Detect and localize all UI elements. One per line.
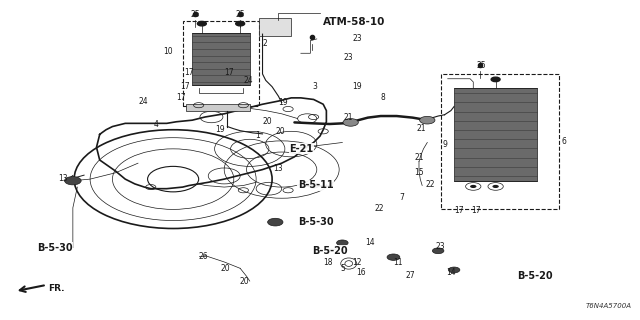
Text: 27: 27 xyxy=(406,271,415,280)
Text: 11: 11 xyxy=(393,258,403,267)
Text: 5: 5 xyxy=(340,264,345,274)
Text: 8: 8 xyxy=(380,93,385,102)
FancyBboxPatch shape xyxy=(259,18,291,36)
Circle shape xyxy=(236,21,244,26)
Text: 13: 13 xyxy=(274,164,284,173)
Text: B-5-30: B-5-30 xyxy=(37,243,73,252)
Circle shape xyxy=(65,177,81,185)
Text: 25: 25 xyxy=(236,10,245,19)
Text: 23: 23 xyxy=(344,53,353,62)
Text: E-21: E-21 xyxy=(289,144,314,154)
Text: T6N4A5700A: T6N4A5700A xyxy=(586,303,632,309)
FancyBboxPatch shape xyxy=(192,33,250,85)
Text: 21: 21 xyxy=(416,124,426,133)
Circle shape xyxy=(268,218,283,226)
Text: 6: 6 xyxy=(561,137,566,146)
FancyBboxPatch shape xyxy=(454,88,537,181)
Text: B-5-11: B-5-11 xyxy=(298,180,333,190)
Text: 14: 14 xyxy=(446,268,456,277)
Circle shape xyxy=(337,240,348,246)
Circle shape xyxy=(420,116,435,124)
Text: 19: 19 xyxy=(278,98,288,107)
Text: 17: 17 xyxy=(177,93,186,102)
Text: 13: 13 xyxy=(58,174,68,183)
Text: 9: 9 xyxy=(442,140,447,149)
Text: FR.: FR. xyxy=(49,284,65,292)
Text: 20: 20 xyxy=(221,264,230,274)
Text: 23: 23 xyxy=(435,242,445,251)
Text: 17: 17 xyxy=(454,206,464,215)
Text: 7: 7 xyxy=(399,193,404,202)
Text: 25: 25 xyxy=(476,60,486,69)
Text: 24: 24 xyxy=(244,76,253,85)
Text: 17: 17 xyxy=(224,68,234,77)
Circle shape xyxy=(433,248,444,254)
Text: B-5-30: B-5-30 xyxy=(298,217,333,227)
Text: 23: 23 xyxy=(352,34,362,43)
Text: 18: 18 xyxy=(323,258,332,267)
Text: 15: 15 xyxy=(414,168,424,177)
Text: 26: 26 xyxy=(199,252,209,261)
Text: 22: 22 xyxy=(374,204,383,213)
Circle shape xyxy=(449,267,460,273)
Text: 17: 17 xyxy=(180,82,189,91)
Text: 20: 20 xyxy=(263,117,273,126)
FancyBboxPatch shape xyxy=(186,104,250,111)
Circle shape xyxy=(197,21,206,26)
Text: B-5-20: B-5-20 xyxy=(312,246,348,256)
Text: 14: 14 xyxy=(365,238,374,247)
Circle shape xyxy=(470,185,476,188)
Text: 21: 21 xyxy=(414,153,424,162)
Text: 25: 25 xyxy=(191,10,200,19)
Text: 10: 10 xyxy=(163,46,173,56)
Text: 2: 2 xyxy=(262,39,267,48)
Circle shape xyxy=(387,254,400,260)
Text: 24: 24 xyxy=(139,97,148,106)
Text: 20: 20 xyxy=(276,127,285,136)
Text: 17: 17 xyxy=(472,206,481,215)
Text: 4: 4 xyxy=(154,120,158,129)
Text: 22: 22 xyxy=(425,180,435,189)
Circle shape xyxy=(343,119,358,126)
Text: 19: 19 xyxy=(215,124,225,133)
Circle shape xyxy=(492,185,499,188)
Text: 17: 17 xyxy=(184,68,194,77)
Text: 21: 21 xyxy=(344,114,353,123)
Text: 20: 20 xyxy=(240,277,250,286)
Text: 16: 16 xyxy=(356,268,366,277)
Text: 19: 19 xyxy=(352,82,362,91)
Text: B-5-20: B-5-20 xyxy=(516,271,552,281)
Text: 3: 3 xyxy=(312,82,317,91)
Text: 1: 1 xyxy=(255,131,260,140)
Text: ATM-58-10: ATM-58-10 xyxy=(323,17,385,28)
Text: 12: 12 xyxy=(352,258,362,267)
Circle shape xyxy=(491,77,500,82)
